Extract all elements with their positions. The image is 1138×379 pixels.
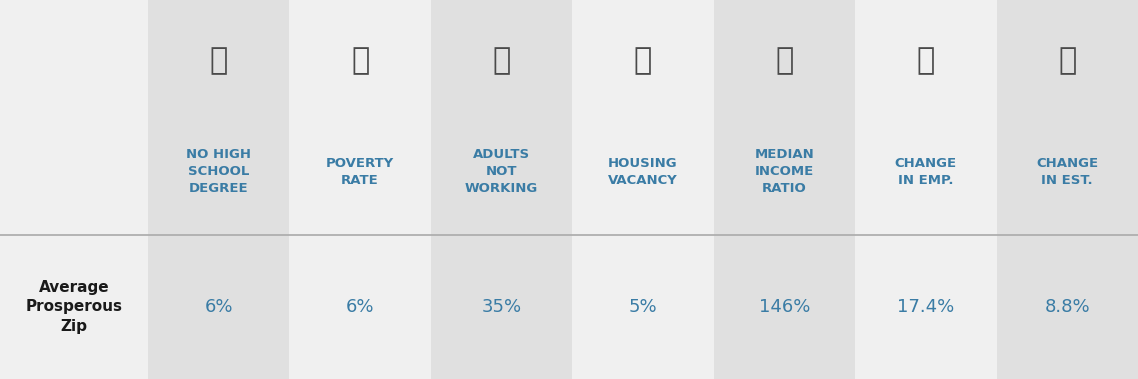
- Text: POVERTY
RATE: POVERTY RATE: [325, 157, 394, 186]
- Text: ADULTS
NOT
WORKING: ADULTS NOT WORKING: [465, 148, 538, 195]
- Text: 🚶: 🚶: [493, 47, 511, 75]
- Text: 💼: 💼: [917, 47, 935, 75]
- FancyBboxPatch shape: [855, 235, 997, 379]
- Text: 17.4%: 17.4%: [897, 298, 955, 316]
- FancyBboxPatch shape: [714, 0, 855, 235]
- Text: 🐷: 🐷: [351, 47, 369, 75]
- FancyBboxPatch shape: [431, 0, 572, 235]
- FancyBboxPatch shape: [148, 0, 289, 235]
- FancyBboxPatch shape: [572, 235, 714, 379]
- Text: 🏛: 🏛: [1058, 47, 1077, 75]
- FancyBboxPatch shape: [148, 235, 289, 379]
- Text: MEDIAN
INCOME
RATIO: MEDIAN INCOME RATIO: [754, 148, 815, 195]
- FancyBboxPatch shape: [997, 235, 1138, 379]
- Text: CHANGE
IN EMP.: CHANGE IN EMP.: [894, 157, 957, 186]
- FancyBboxPatch shape: [289, 0, 431, 235]
- FancyBboxPatch shape: [431, 235, 572, 379]
- FancyBboxPatch shape: [289, 235, 431, 379]
- FancyBboxPatch shape: [572, 0, 714, 235]
- Text: Average
Prosperous
Zip: Average Prosperous Zip: [25, 280, 123, 334]
- FancyBboxPatch shape: [0, 0, 148, 235]
- FancyBboxPatch shape: [714, 235, 855, 379]
- FancyBboxPatch shape: [997, 0, 1138, 235]
- Text: 🏠: 🏠: [634, 47, 652, 75]
- Text: NO HIGH
SCHOOL
DEGREE: NO HIGH SCHOOL DEGREE: [187, 148, 251, 195]
- Text: HOUSING
VACANCY: HOUSING VACANCY: [608, 157, 678, 186]
- Text: CHANGE
IN EST.: CHANGE IN EST.: [1037, 157, 1098, 186]
- Text: 5%: 5%: [628, 298, 658, 316]
- Text: 35%: 35%: [481, 298, 521, 316]
- Text: 💲: 💲: [775, 47, 793, 75]
- Text: 6%: 6%: [205, 298, 233, 316]
- Text: 8.8%: 8.8%: [1045, 298, 1090, 316]
- FancyBboxPatch shape: [0, 235, 148, 379]
- Text: 🎓: 🎓: [209, 47, 228, 75]
- Text: 146%: 146%: [759, 298, 810, 316]
- FancyBboxPatch shape: [855, 0, 997, 235]
- Text: 6%: 6%: [346, 298, 374, 316]
